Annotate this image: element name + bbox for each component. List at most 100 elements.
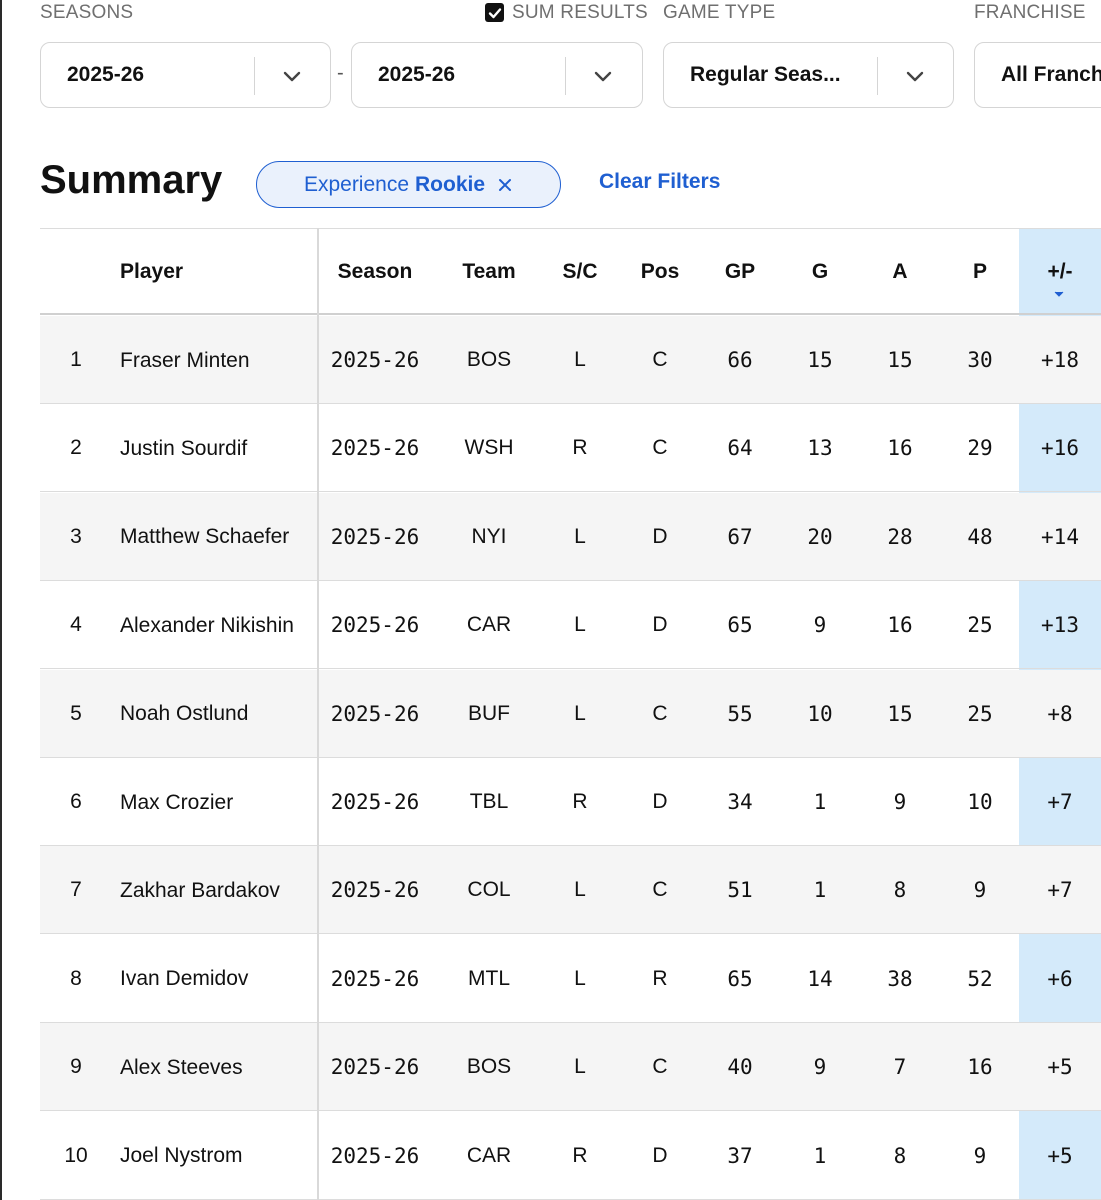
- cell-pos: C: [652, 878, 668, 902]
- cell-a: 7: [893, 1055, 907, 1080]
- cell-player[interactable]: Justin Sourdif: [120, 436, 248, 460]
- cell-gp: 66: [727, 348, 753, 372]
- cell-rank: 8: [70, 966, 82, 990]
- cell-team: MTL: [468, 966, 510, 990]
- cell-sc: L: [574, 1055, 586, 1079]
- cell-plus-minus: +7: [1047, 878, 1073, 903]
- cell-player[interactable]: Max Crozier: [120, 790, 234, 814]
- cell-gp: 65: [727, 966, 753, 991]
- cell-pos: D: [652, 613, 668, 637]
- sum-results-label[interactable]: SUM RESULTS: [512, 2, 648, 23]
- table-row[interactable]: 2 Justin Sourdif 2025-26 WSH R C 64 13 16 29 +16: [40, 404, 1101, 493]
- page-title: Summary: [40, 158, 223, 202]
- header-pos[interactable]: Pos: [640, 260, 680, 283]
- clear-filters-link[interactable]: Clear Filters: [599, 170, 721, 193]
- close-icon[interactable]: [497, 177, 513, 193]
- header-a[interactable]: A: [892, 260, 908, 283]
- chevron-down-icon[interactable]: [904, 65, 926, 87]
- cell-pos: C: [652, 1055, 668, 1079]
- header-season[interactable]: Season: [337, 260, 413, 283]
- season-from-select[interactable]: 2025-26: [40, 42, 331, 108]
- cell-team: WSH: [464, 436, 514, 460]
- table-row[interactable]: 3 Matthew Schaefer 2025-26 NYI L D 67 20 28 48 +14: [40, 492, 1101, 581]
- header-player[interactable]: Player: [120, 260, 184, 283]
- table-row[interactable]: 1 Fraser Minten 2025-26 BOS L C 66 15 15 30 +18: [40, 316, 1101, 404]
- cell-team: COL: [467, 878, 511, 902]
- franchise-select[interactable]: All Franch: [974, 42, 1101, 108]
- table-row[interactable]: 8 Ivan Demidov 2025-26 MTL L R 65 14 38 52 +6: [40, 935, 1101, 1023]
- cell-sc: L: [574, 613, 586, 637]
- cell-player[interactable]: Noah Ostlund: [120, 702, 249, 726]
- header-p[interactable]: P: [972, 260, 987, 283]
- cell-player[interactable]: Matthew Schaefer: [120, 525, 290, 549]
- header-rank: [40, 229, 112, 314]
- cell-rank: 3: [70, 524, 82, 548]
- cell-a: 8: [893, 878, 907, 903]
- cell-plus-minus: +7: [1047, 790, 1073, 814]
- cell-plus-minus: +8: [1047, 701, 1073, 726]
- dropdown-divider: [877, 57, 878, 95]
- cell-sc: L: [574, 878, 586, 902]
- cell-a: 16: [887, 613, 913, 638]
- cell-p: 29: [967, 436, 993, 461]
- cell-plus-minus: +16: [1041, 436, 1079, 461]
- cell-p: 16: [967, 1055, 993, 1080]
- table-row[interactable]: 9 Alex Steeves 2025-26 BOS L C 40 9 7 16 +5: [40, 1023, 1101, 1112]
- cell-pos: C: [652, 436, 668, 460]
- header-plus-minus[interactable]: +/-: [1047, 260, 1073, 283]
- cell-g: 14: [807, 966, 833, 991]
- cell-rank: 7: [70, 878, 82, 902]
- dropdown-divider: [254, 57, 255, 95]
- table-row[interactable]: 7 Zakhar Bardakov 2025-26 COL L C 51 1 8 9 +7: [40, 846, 1101, 935]
- cell-rank: 2: [70, 436, 82, 460]
- chevron-down-icon[interactable]: [281, 65, 303, 87]
- cell-g: 15: [807, 348, 833, 372]
- chevron-down-icon[interactable]: [592, 65, 614, 87]
- game-type-value: Regular Seas...: [690, 63, 841, 86]
- cell-pos: D: [652, 524, 668, 548]
- cell-season: 2025-26: [330, 1055, 420, 1080]
- cell-a: 8: [893, 1143, 907, 1168]
- cell-g: 13: [807, 436, 833, 461]
- range-separator: -: [337, 62, 344, 84]
- sort-desc-icon: [1054, 291, 1064, 297]
- cell-rank: 5: [70, 701, 82, 725]
- cell-g: 9: [813, 613, 827, 638]
- game-type-select[interactable]: Regular Seas...: [663, 42, 954, 108]
- cell-pos: C: [652, 348, 668, 371]
- cell-player[interactable]: Zakhar Bardakov: [120, 878, 280, 902]
- experience-filter-chip[interactable]: Experience Rookie: [256, 161, 561, 208]
- cell-g: 9: [813, 1055, 827, 1080]
- sum-results-checkbox[interactable]: [485, 3, 504, 22]
- header-gp[interactable]: GP: [724, 260, 756, 283]
- cell-a: 38: [887, 966, 913, 991]
- table-header: Player Season Team S/C Pos GP G A P +/-: [40, 228, 1101, 315]
- table-row[interactable]: 4 Alexander Nikishin 2025-26 CAR L D 65 9 16 25 +1…: [40, 581, 1101, 670]
- season-to-select[interactable]: 2025-26: [351, 42, 643, 108]
- cell-season: 2025-26: [330, 348, 420, 372]
- cell-player[interactable]: Alexander Nikishin: [120, 613, 294, 637]
- header-g[interactable]: G: [811, 260, 829, 283]
- cell-gp: 67: [727, 524, 753, 549]
- header-sc[interactable]: S/C: [562, 260, 598, 283]
- table-row[interactable]: 5 Noah Ostlund 2025-26 BUF L C 55 10 15 25 +8: [40, 669, 1101, 758]
- table-row[interactable]: 6 Max Crozier 2025-26 TBL R D 34 1 9 10 +7: [40, 758, 1101, 846]
- franchise-label: FRANCHISE: [974, 2, 1086, 23]
- cell-p: 48: [967, 524, 993, 549]
- cell-player[interactable]: Alex Steeves: [120, 1055, 243, 1079]
- seasons-label: SEASONS: [40, 2, 134, 23]
- checkbox-checked-icon: [488, 7, 501, 18]
- game-type-label: GAME TYPE: [663, 2, 776, 23]
- cell-season: 2025-26: [330, 790, 420, 814]
- cell-player[interactable]: Fraser Minten: [120, 348, 250, 372]
- header-team[interactable]: Team: [462, 260, 516, 283]
- table-row[interactable]: 10 Joel Nystrom 2025-26 CAR R D 37 1 8 9 +5: [40, 1112, 1101, 1200]
- cell-player[interactable]: Ivan Demidov: [120, 967, 249, 991]
- cell-sc: R: [572, 436, 588, 460]
- cell-a: 16: [887, 436, 913, 461]
- cell-team: TBL: [469, 790, 509, 813]
- cell-team: CAR: [466, 1143, 512, 1167]
- cell-player[interactable]: Joel Nystrom: [120, 1144, 243, 1168]
- cell-p: 52: [967, 966, 993, 991]
- cell-season: 2025-26: [330, 878, 420, 903]
